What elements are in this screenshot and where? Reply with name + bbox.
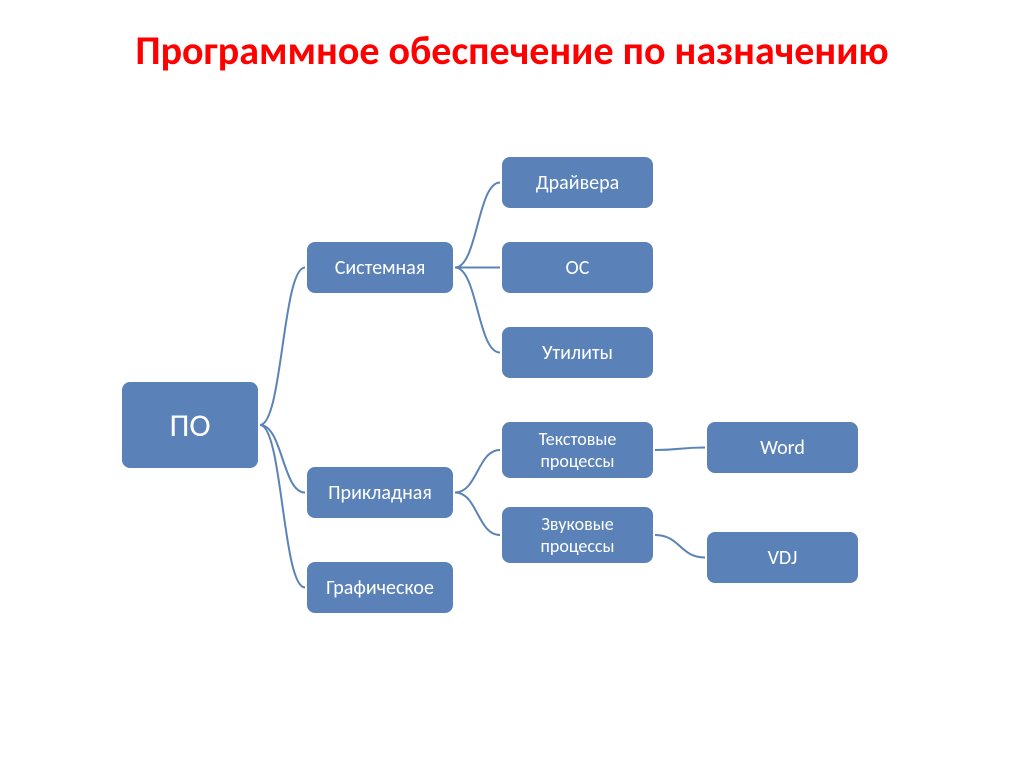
page-title: Программное обеспечение по назначению: [0, 28, 1024, 74]
node-utl: Утилиты: [500, 325, 655, 380]
edge-sys-drv: [455, 183, 500, 268]
edge-root-sys: [260, 268, 305, 426]
edge-snd-vdj: [655, 535, 705, 558]
node-txt: Текстовые процессы: [500, 420, 655, 480]
node-snd: Звуковые процессы: [500, 505, 655, 565]
node-app: Прикладная: [305, 465, 455, 520]
node-sys: Системная: [305, 240, 455, 295]
edge-app-snd: [455, 493, 500, 536]
node-os: ОС: [500, 240, 655, 295]
edge-txt-word: [655, 448, 705, 451]
node-drv: Драйвера: [500, 155, 655, 210]
node-gfx: Графическое: [305, 560, 455, 615]
node-word: Word: [705, 420, 860, 475]
node-vdj: VDJ: [705, 530, 860, 585]
edge-root-gfx: [260, 425, 305, 588]
edge-app-txt: [455, 450, 500, 493]
edge-root-app: [260, 425, 305, 493]
node-root: ПО: [120, 380, 260, 470]
edge-sys-utl: [455, 268, 500, 353]
